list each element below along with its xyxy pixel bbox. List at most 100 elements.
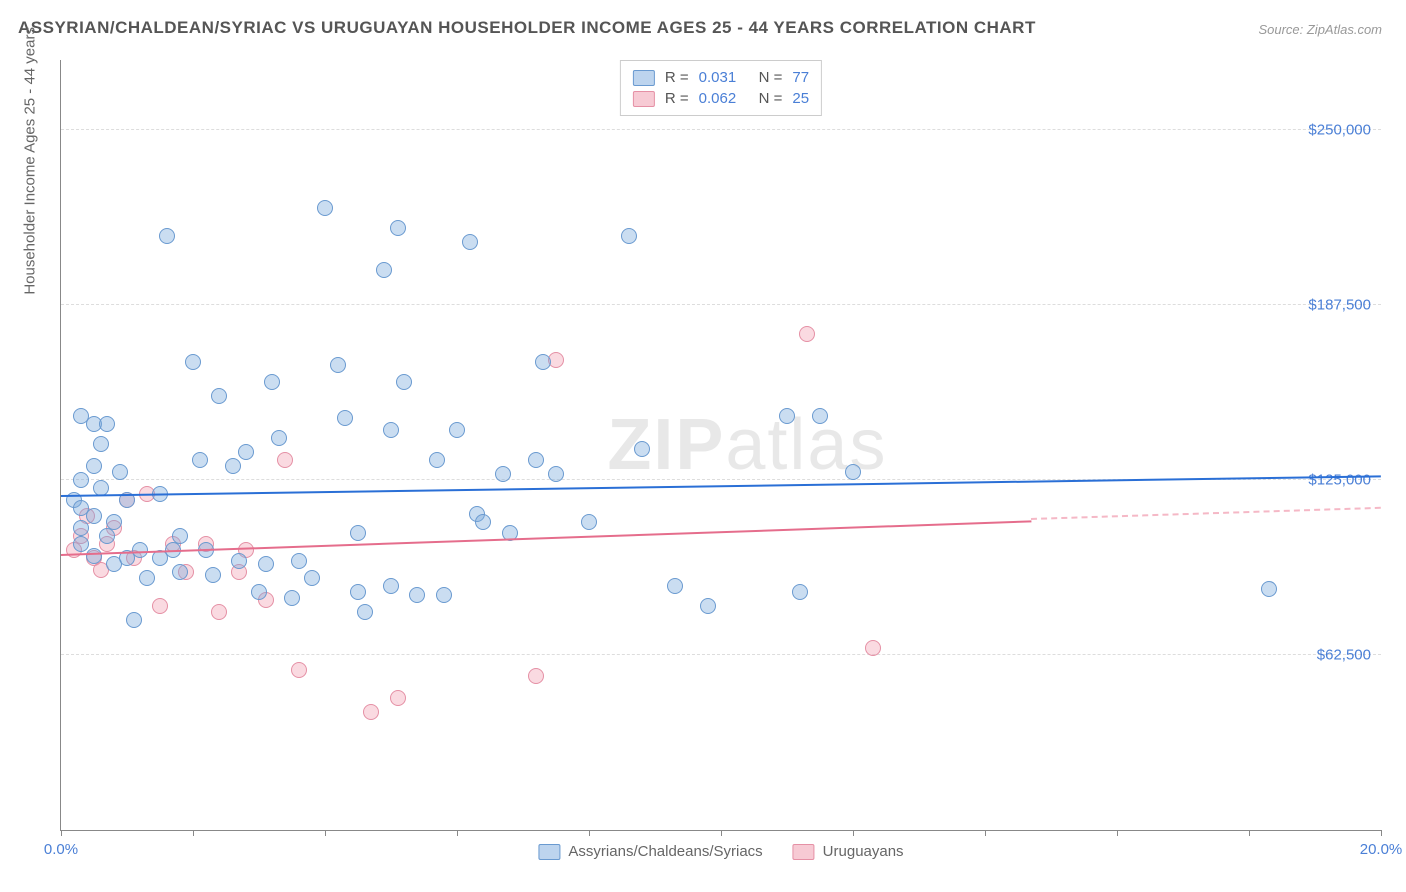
scatter-point bbox=[357, 604, 373, 620]
scatter-point bbox=[390, 690, 406, 706]
legend-item-pink: Uruguayans bbox=[793, 843, 904, 860]
scatter-point bbox=[126, 612, 142, 628]
r-label: R = bbox=[665, 90, 689, 107]
scatter-point bbox=[429, 452, 445, 468]
scatter-point bbox=[139, 570, 155, 586]
scatter-point bbox=[376, 262, 392, 278]
scatter-point bbox=[238, 444, 254, 460]
n-value-blue: 77 bbox=[792, 69, 809, 86]
scatter-point bbox=[350, 584, 366, 600]
scatter-point bbox=[291, 662, 307, 678]
scatter-point bbox=[192, 452, 208, 468]
scatter-point bbox=[317, 200, 333, 216]
legend-correlation: R = 0.031 N = 77 R = 0.062 N = 25 bbox=[620, 60, 822, 116]
scatter-point bbox=[495, 466, 511, 482]
scatter-point bbox=[1261, 581, 1277, 597]
scatter-point bbox=[409, 587, 425, 603]
scatter-point bbox=[581, 514, 597, 530]
xtick bbox=[853, 830, 854, 836]
scatter-point bbox=[225, 458, 241, 474]
scatter-point bbox=[112, 464, 128, 480]
swatch-blue bbox=[538, 844, 560, 860]
scatter-point bbox=[462, 234, 478, 250]
scatter-point bbox=[93, 436, 109, 452]
scatter-point bbox=[528, 668, 544, 684]
scatter-point bbox=[779, 408, 795, 424]
scatter-point bbox=[86, 548, 102, 564]
gridline bbox=[61, 129, 1381, 130]
scatter-point bbox=[86, 508, 102, 524]
legend-series: Assyrians/Chaldeans/Syriacs Uruguayans bbox=[538, 843, 903, 860]
scatter-point bbox=[106, 514, 122, 530]
scatter-point bbox=[291, 553, 307, 569]
xtick bbox=[1117, 830, 1118, 836]
xtick-label: 0.0% bbox=[44, 841, 78, 858]
scatter-point bbox=[264, 374, 280, 390]
xtick bbox=[1249, 830, 1250, 836]
xtick bbox=[589, 830, 590, 836]
scatter-point bbox=[535, 354, 551, 370]
xtick bbox=[325, 830, 326, 836]
scatter-point bbox=[350, 525, 366, 541]
ytick-label: $62,500 bbox=[1317, 647, 1371, 664]
scatter-point bbox=[277, 452, 293, 468]
scatter-point bbox=[383, 578, 399, 594]
n-value-pink: 25 bbox=[792, 90, 809, 107]
scatter-point bbox=[865, 640, 881, 656]
r-label: R = bbox=[665, 69, 689, 86]
ytick-label: $250,000 bbox=[1308, 122, 1371, 139]
scatter-point bbox=[99, 416, 115, 432]
scatter-point bbox=[700, 598, 716, 614]
scatter-point bbox=[211, 604, 227, 620]
ytick-label: $187,500 bbox=[1308, 297, 1371, 314]
xtick bbox=[193, 830, 194, 836]
scatter-point bbox=[792, 584, 808, 600]
scatter-point bbox=[172, 564, 188, 580]
scatter-point bbox=[284, 590, 300, 606]
scatter-point bbox=[73, 536, 89, 552]
scatter-point bbox=[330, 357, 346, 373]
scatter-point bbox=[185, 354, 201, 370]
scatter-point bbox=[475, 514, 491, 530]
scatter-point bbox=[845, 464, 861, 480]
scatter-point bbox=[363, 704, 379, 720]
xtick bbox=[1381, 830, 1382, 836]
plot-area: ZIPatlas R = 0.031 N = 77 R = 0.062 N = … bbox=[60, 60, 1381, 831]
gridline bbox=[61, 304, 1381, 305]
legend-item-blue: Assyrians/Chaldeans/Syriacs bbox=[538, 843, 762, 860]
legend-row-blue: R = 0.031 N = 77 bbox=[633, 67, 809, 88]
n-label: N = bbox=[759, 90, 783, 107]
scatter-point bbox=[548, 466, 564, 482]
scatter-point bbox=[211, 388, 227, 404]
swatch-blue bbox=[633, 70, 655, 86]
xtick bbox=[721, 830, 722, 836]
scatter-point bbox=[812, 408, 828, 424]
scatter-point bbox=[436, 587, 452, 603]
scatter-point bbox=[73, 472, 89, 488]
scatter-point bbox=[132, 542, 148, 558]
source-label: Source: ZipAtlas.com bbox=[1258, 22, 1382, 37]
swatch-pink bbox=[633, 91, 655, 107]
scatter-point bbox=[621, 228, 637, 244]
scatter-point bbox=[528, 452, 544, 468]
chart-title: ASSYRIAN/CHALDEAN/SYRIAC VS URUGUAYAN HO… bbox=[18, 18, 1036, 38]
scatter-point bbox=[304, 570, 320, 586]
n-label: N = bbox=[759, 69, 783, 86]
scatter-point bbox=[634, 441, 650, 457]
r-value-pink: 0.062 bbox=[699, 90, 749, 107]
yaxis-label: Householder Income Ages 25 - 44 years bbox=[22, 27, 39, 295]
series-name-pink: Uruguayans bbox=[823, 843, 904, 860]
watermark-suffix: atlas bbox=[725, 405, 887, 485]
scatter-point bbox=[337, 410, 353, 426]
series-name-blue: Assyrians/Chaldeans/Syriacs bbox=[568, 843, 762, 860]
scatter-point bbox=[231, 553, 247, 569]
xtick-label: 20.0% bbox=[1360, 841, 1403, 858]
scatter-point bbox=[99, 528, 115, 544]
scatter-point bbox=[667, 578, 683, 594]
scatter-point bbox=[86, 458, 102, 474]
scatter-point bbox=[251, 584, 267, 600]
r-value-blue: 0.031 bbox=[699, 69, 749, 86]
scatter-point bbox=[449, 422, 465, 438]
scatter-point bbox=[152, 598, 168, 614]
trendline bbox=[1031, 507, 1381, 522]
